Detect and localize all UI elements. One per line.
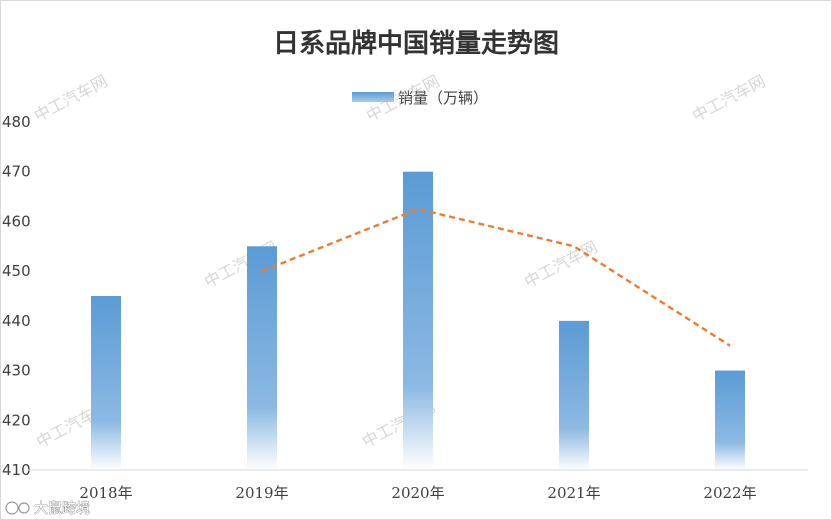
bar-2019年 (247, 246, 277, 470)
y-tick-label: 410 (2, 461, 31, 479)
credit-badge: 大鼠跨境 (5, 501, 90, 517)
bar-2022年 (715, 370, 745, 470)
y-tick-label: 450 (2, 262, 31, 280)
legend-label: 销量（万辆） (398, 89, 488, 107)
y-tick-label: 470 (2, 163, 31, 181)
bar-2020年 (403, 171, 433, 470)
x-category-label: 2020年 (391, 484, 444, 502)
trendline-path (261, 207, 731, 347)
bar-2018年 (91, 296, 121, 470)
credit-logo-icon-ring (18, 502, 30, 514)
y-axis-tick-labels: 410 420 430 440 450 460 470 480 (2, 113, 31, 479)
x-axis-category-labels: 2018年 2019年 2020年 2021年 2022年 (79, 484, 756, 502)
legend: 销量（万辆） (352, 89, 488, 107)
x-category-label: 2018年 (79, 484, 132, 502)
bar-series (91, 171, 745, 470)
credit-logo-icon (5, 501, 19, 515)
x-category-label: 2019年 (235, 484, 288, 502)
y-tick-label: 420 (2, 411, 31, 429)
y-tick-label: 440 (2, 312, 31, 330)
bar-2021年 (559, 320, 589, 470)
trendline (261, 207, 731, 347)
y-tick-label: 480 (2, 113, 31, 131)
x-category-label: 2021年 (547, 484, 600, 502)
y-tick-label: 430 (2, 362, 31, 380)
chart-title: 日系品牌中国销量走势图 (273, 28, 559, 59)
x-category-label: 2022年 (703, 484, 756, 502)
legend-swatch-bar (352, 92, 394, 102)
y-tick-label: 460 (2, 212, 31, 230)
credit-text: 大鼠跨境 (34, 501, 90, 517)
